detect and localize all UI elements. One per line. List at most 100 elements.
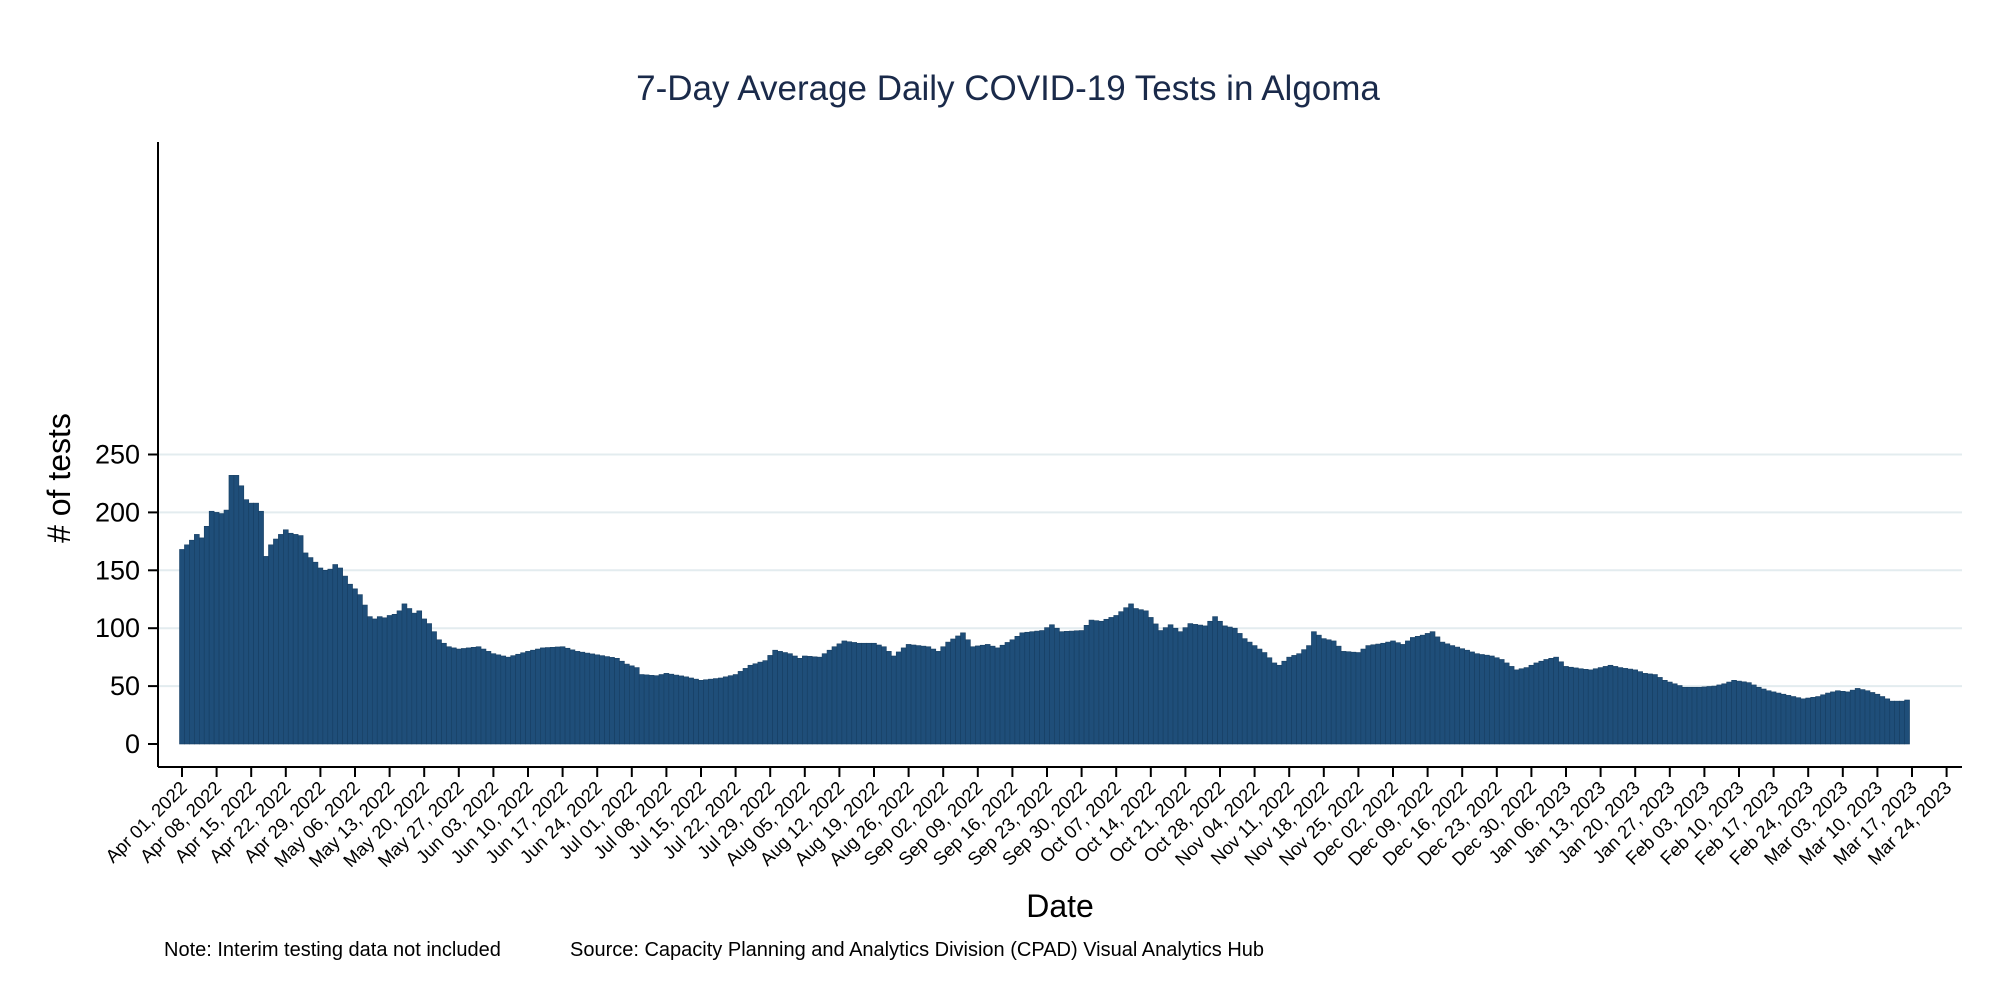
- bar: [668, 673, 675, 745]
- bar: [1434, 636, 1441, 745]
- bar: [836, 643, 843, 745]
- bar: [367, 616, 373, 745]
- bar: [312, 561, 319, 745]
- bar: [416, 610, 423, 745]
- bar: [233, 475, 240, 745]
- bar: [1454, 646, 1461, 745]
- bar: [658, 674, 665, 745]
- bar: [223, 509, 230, 745]
- bar: [713, 678, 719, 745]
- bar: [1711, 685, 1718, 745]
- bar: [772, 649, 778, 745]
- y-tick-label: 150: [95, 555, 140, 585]
- bar: [1558, 661, 1564, 745]
- chart-title: 7-Day Average Daily COVID-19 Tests in Al…: [636, 69, 1380, 108]
- bar: [1345, 651, 1352, 745]
- bar: [1622, 668, 1629, 745]
- bar: [1444, 643, 1451, 745]
- bar: [376, 616, 383, 745]
- bar: [1726, 681, 1732, 745]
- bar: [1770, 691, 1777, 745]
- bar: [1494, 657, 1500, 745]
- bar: [1088, 619, 1095, 745]
- bar: [1301, 649, 1307, 745]
- bar: [1261, 652, 1268, 745]
- bar: [1419, 634, 1426, 745]
- bar: [792, 655, 798, 745]
- bar: [1736, 680, 1742, 745]
- bar: [742, 668, 749, 745]
- bar: [1469, 651, 1475, 745]
- bar: [1760, 688, 1767, 745]
- bar: [1044, 627, 1050, 745]
- bar: [1701, 686, 1708, 745]
- bar: [1498, 659, 1505, 745]
- bar: [638, 674, 645, 745]
- bar: [1138, 609, 1144, 745]
- bar: [717, 677, 724, 745]
- bar: [1281, 660, 1288, 745]
- bar: [1548, 658, 1554, 745]
- bar: [1751, 684, 1757, 745]
- bar: [802, 655, 808, 745]
- bar: [1098, 620, 1105, 745]
- bar: [179, 549, 185, 745]
- bar: [1024, 631, 1031, 745]
- bar: [1390, 640, 1396, 745]
- bar: [1152, 623, 1159, 745]
- bar: [979, 644, 986, 745]
- bar: [1192, 624, 1199, 745]
- bar: [683, 676, 689, 745]
- bar: [258, 510, 264, 745]
- bar: [1157, 630, 1164, 745]
- bar: [866, 642, 872, 745]
- bar: [1602, 666, 1609, 745]
- bar: [505, 656, 512, 745]
- bar: [1148, 617, 1154, 745]
- bar: [633, 667, 640, 745]
- bar: [411, 612, 418, 745]
- bar: [1232, 627, 1238, 745]
- bar: [1256, 648, 1263, 745]
- bar: [1810, 697, 1816, 745]
- bar: [327, 568, 334, 745]
- bar: [678, 675, 685, 745]
- bar: [1296, 653, 1302, 745]
- bar: [1414, 636, 1421, 745]
- bar: [787, 653, 793, 745]
- bar: [189, 539, 195, 745]
- bar: [544, 647, 551, 745]
- bar: [1686, 686, 1693, 745]
- bar: [1840, 691, 1846, 745]
- bar: [1830, 691, 1836, 745]
- bar: [218, 513, 225, 745]
- bar: [871, 642, 877, 745]
- bar: [1207, 620, 1213, 745]
- bar: [263, 556, 269, 745]
- bar: [910, 644, 917, 745]
- bar: [302, 552, 309, 745]
- bar: [648, 675, 655, 745]
- bar: [283, 529, 289, 745]
- bar: [1202, 625, 1208, 745]
- bar: [1271, 662, 1278, 745]
- bar: [228, 475, 235, 745]
- bar: [1429, 631, 1436, 745]
- bar: [698, 680, 704, 745]
- bar: [1662, 680, 1668, 745]
- bar: [337, 567, 343, 745]
- bar: [1009, 639, 1016, 745]
- bar: [945, 641, 951, 745]
- bar: [317, 567, 324, 745]
- bar: [905, 644, 912, 745]
- bar: [1676, 685, 1683, 745]
- bar: [876, 644, 882, 745]
- bar: [1059, 631, 1065, 745]
- bar: [1899, 700, 1905, 745]
- bar: [722, 676, 729, 745]
- bars: [179, 475, 1910, 745]
- bar: [1222, 625, 1228, 745]
- bar: [480, 648, 487, 745]
